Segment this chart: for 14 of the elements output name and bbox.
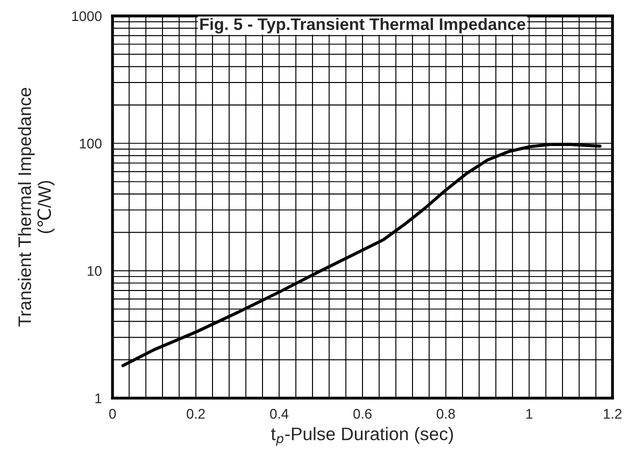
x-tick-label: 0.4 xyxy=(270,408,288,419)
x-tick-label: 0 xyxy=(109,408,116,419)
x-axis-title: t$_{p}$-Pulse Duration (sec) xyxy=(271,427,453,446)
x-tick-label: 0.6 xyxy=(353,408,372,419)
y-tick-label: 100 xyxy=(80,138,102,148)
y-axis-title: Transient Thermal Impedance (℃/W) xyxy=(18,88,55,327)
y-tick-label: 10 xyxy=(88,266,102,276)
x-tick-label: 1.2 xyxy=(604,408,622,419)
x-tick-label: 1 xyxy=(526,409,532,419)
x-tick-label: 0.2 xyxy=(186,408,205,419)
y-tick-label: 1000 xyxy=(72,11,102,22)
x-tick-label: 0.8 xyxy=(436,408,455,419)
chart-title: Fig. 5 - Typ.Transient Thermal Impedance xyxy=(200,18,526,34)
y-tick-label: 1 xyxy=(95,394,102,404)
